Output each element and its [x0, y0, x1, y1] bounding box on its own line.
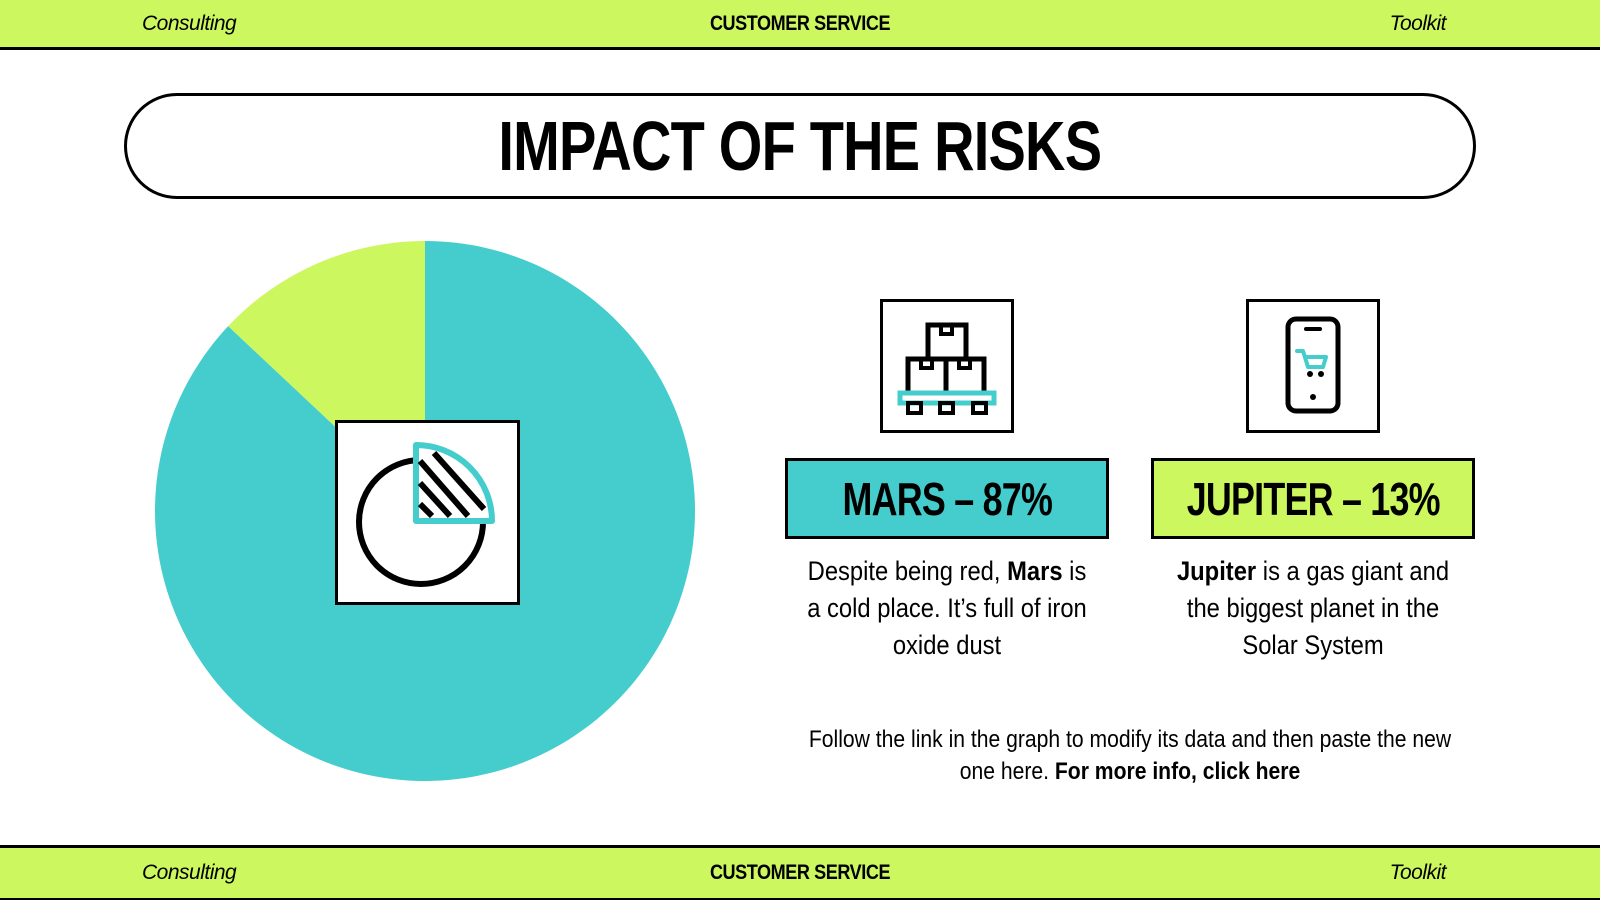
pie-chart-icon-badge: [335, 420, 520, 605]
stat-label-mars: MARS – 87%: [785, 458, 1109, 539]
footnote: Follow the link in the graph to modify i…: [760, 724, 1500, 788]
title-pill: IMPACT OF THE RISKS: [124, 93, 1476, 199]
phone-icon-frame: [1246, 299, 1380, 433]
more-info-link[interactable]: For more info, click here: [1054, 758, 1301, 785]
description-mars-rest: is a cold place. It’s full of iron oxide…: [807, 556, 1087, 660]
description-jupiter-name: Jupiter: [1176, 556, 1257, 586]
boxes-pallet-icon: [897, 322, 997, 415]
stat-label-jupiter: JUPITER – 13%: [1151, 458, 1475, 539]
stat-label-mars-text: MARS – 87%: [842, 472, 1052, 525]
description-jupiter: Jupiter is a gas giant and the biggest p…: [1151, 553, 1475, 664]
stat-label-jupiter-text: JUPITER – 13%: [1186, 472, 1440, 525]
footer-left-label: Consulting: [142, 861, 237, 884]
boxes-icon-frame: [880, 299, 1014, 433]
pie-chart-icon: [356, 442, 495, 587]
footer-center-label: CUSTOMER SERVICE: [709, 861, 891, 884]
description-mars-name: Mars: [1007, 556, 1063, 586]
page-title: IMPACT OF THE RISKS: [498, 107, 1103, 185]
header-left-label: Consulting: [142, 11, 237, 35]
header-right-label: Toolkit: [1389, 11, 1447, 35]
header-band: Consulting CUSTOMER SERVICE Toolkit: [0, 0, 1600, 50]
footer-right-label: Toolkit: [1389, 861, 1447, 884]
footnote-text: Follow the link in the graph to modify i…: [808, 726, 1452, 785]
mobile-cart-icon: [1285, 316, 1341, 414]
description-mars-lead: Despite being red,: [807, 556, 1008, 586]
description-mars: Despite being red, Mars is a cold place.…: [785, 553, 1109, 664]
description-jupiter-rest: is a gas giant and the biggest planet in…: [1186, 556, 1450, 660]
footer-band: Consulting CUSTOMER SERVICE Toolkit: [0, 845, 1600, 900]
header-center-label: CUSTOMER SERVICE: [709, 11, 891, 35]
